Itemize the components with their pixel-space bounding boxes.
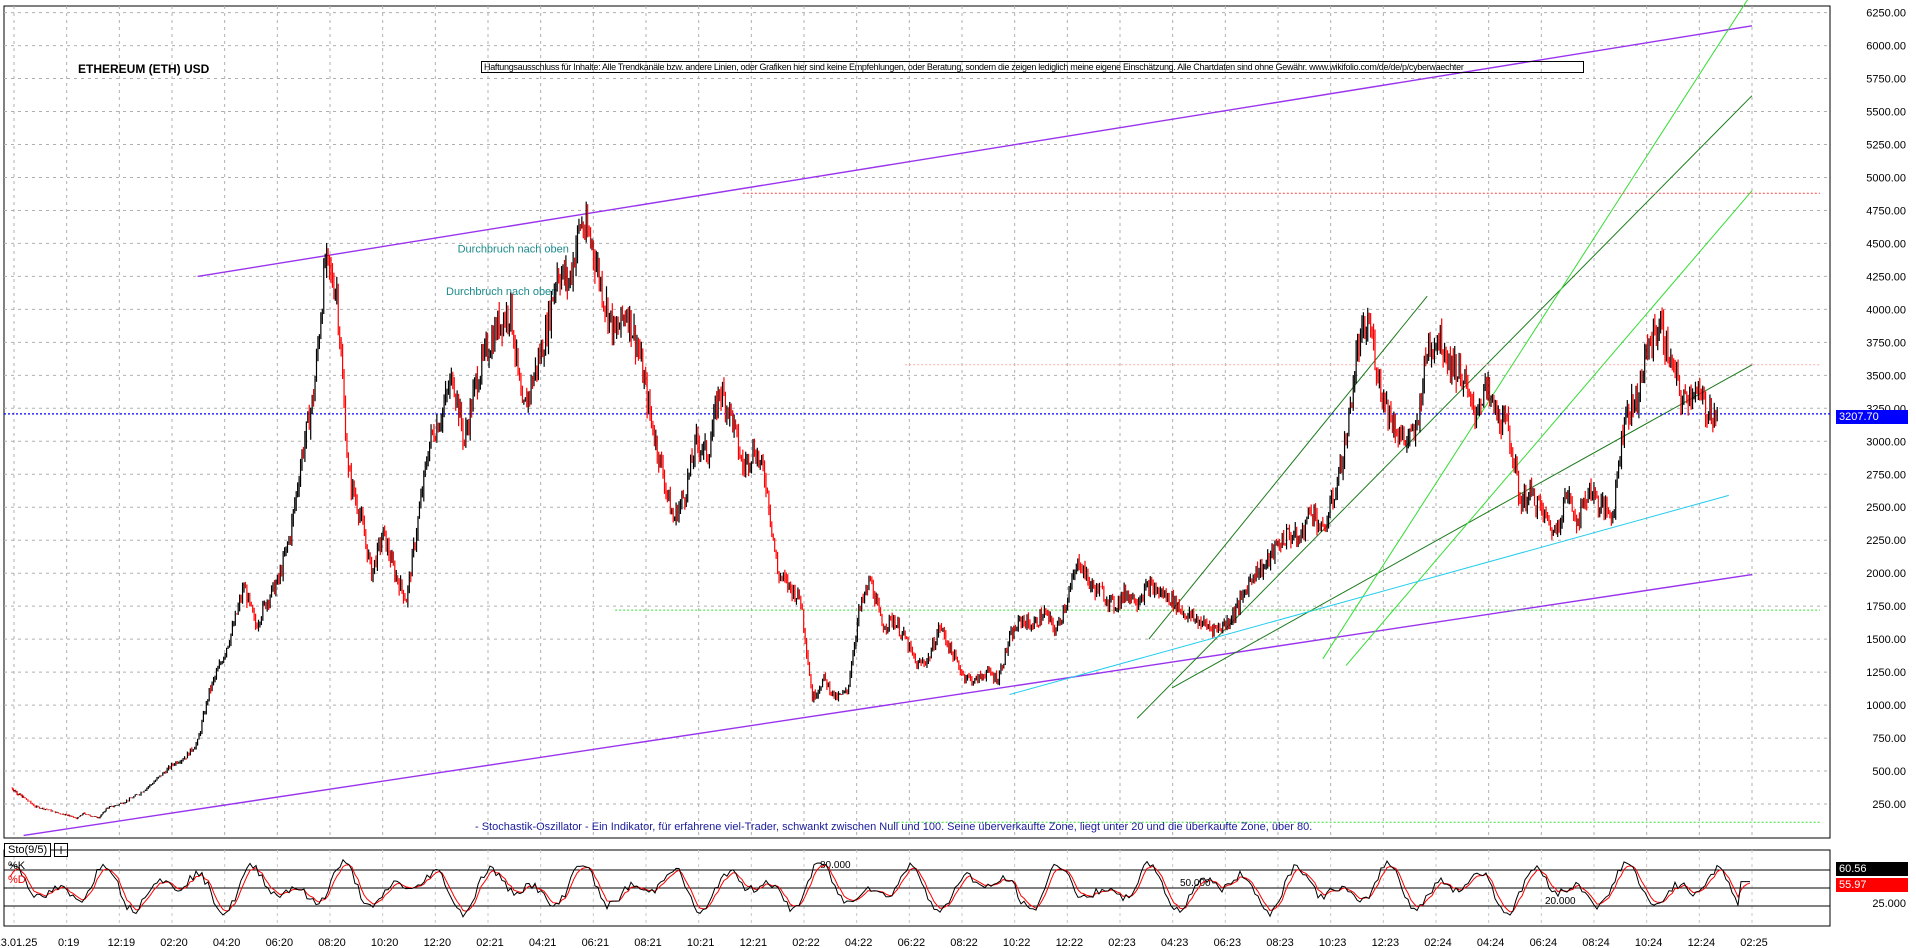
x-tick-label: 12:24 [1688, 937, 1716, 948]
trend-line-fan [1322, 0, 1748, 660]
x-tick-label: 0:19 [58, 937, 79, 948]
chart-title: ETHEREUM (ETH) USD [78, 62, 210, 76]
y-tick-label: 4500.00 [1866, 238, 1906, 250]
y-tick-label: 4750.00 [1866, 205, 1906, 217]
price-series [11, 201, 1718, 820]
x-tick-label: 10:21 [687, 937, 715, 948]
y-tick-label: 5250.00 [1866, 140, 1906, 152]
trend-line-channel [197, 25, 1753, 278]
y-tick-label: 250.00 [1872, 799, 1906, 811]
osc-k-line [9, 858, 1750, 918]
y-tick-label: 2250.00 [1866, 535, 1906, 547]
x-tick-label: 06:23 [1214, 937, 1242, 948]
disclaimer-box: Haftungsausschluss für Inhalte: Alle Tre… [481, 61, 1584, 73]
x-tick-label: 06:24 [1530, 937, 1558, 948]
oscillator-note: - Stochastik-Oszillator - Ein Indikator,… [475, 821, 1313, 833]
chart-axes: 250.00 500.00 750.00 1000.00 1250.00 1500.00 1… [0, 8, 1906, 948]
y-tick-label: 1500.00 [1866, 634, 1906, 646]
y-tick-label: 5750.00 [1866, 74, 1906, 86]
x-tick-label: 04:23 [1161, 937, 1189, 948]
y-tick-label: 4000.00 [1866, 304, 1906, 316]
x-tick-label: 08:21 [634, 937, 662, 948]
x-tick-label: 02:23 [1108, 937, 1136, 948]
x-tick-label: 10:24 [1635, 937, 1663, 948]
x-tick-label: 06:22 [898, 937, 926, 948]
trend-lines: Durchbruch nach oben Durchbruch nach oben [4, 0, 1830, 837]
x-tick-label: 12:21 [740, 937, 768, 948]
x-tick-label: 04:22 [845, 937, 873, 948]
last-price-tag: 3207.70 [1836, 410, 1908, 424]
y-tick-label: 750.00 [1872, 733, 1906, 745]
k-last-tag: 60.56 [1836, 862, 1908, 876]
y-tick-label: 1000.00 [1866, 700, 1906, 712]
chart-grid [3, 5, 1831, 927]
x-tick-label: 06:20 [266, 937, 294, 948]
annotation-label: Durchbruch nach oben [446, 286, 557, 298]
y-tick-label: 6250.00 [1866, 8, 1906, 20]
y-tick-label: 4250.00 [1866, 271, 1906, 283]
trend-line-trend [1148, 295, 1428, 640]
y-tick-label: 2000.00 [1866, 568, 1906, 580]
y-tick-label: 2750.00 [1866, 469, 1906, 481]
osc-y-tick: 25.000 [1872, 898, 1906, 910]
y-tick-label: 5500.00 [1866, 107, 1906, 119]
osc-level-label: 50.000 [1180, 878, 1211, 889]
add-indicator-icon[interactable]: + [54, 843, 68, 857]
y-tick-label: 5000.00 [1866, 172, 1906, 184]
y-tick-label: 1750.00 [1866, 601, 1906, 613]
trend-line-fan [1345, 190, 1753, 666]
x-tick-label: 04:21 [529, 937, 557, 948]
y-tick-label: 3000.00 [1866, 436, 1906, 448]
x-tick-label: 08:24 [1582, 937, 1610, 948]
x-tick-label: 08:23 [1266, 937, 1294, 948]
trend-line-trend [1171, 364, 1753, 689]
trend-line-channel [23, 573, 1753, 837]
x-tick-label: 02:25 [1740, 937, 1768, 948]
x-tick-label: 02:24 [1424, 937, 1452, 948]
x-tick-label: 02:21 [476, 937, 504, 948]
annotation-label: Durchbruch nach oben [458, 244, 569, 256]
osc-level-label: 20.000 [1545, 896, 1576, 907]
x-tick-label: 12:22 [1056, 937, 1084, 948]
y-tick-label: 3750.00 [1866, 337, 1906, 349]
y-tick-label: 6000.00 [1866, 41, 1906, 53]
indicator-label[interactable]: Sto(9/5) [4, 843, 52, 857]
x-tick-label: 02:22 [792, 937, 820, 948]
y-tick-label: 1250.00 [1866, 667, 1906, 679]
y-tick-label: 2500.00 [1866, 502, 1906, 514]
d-last-tag: 55.97 [1836, 878, 1908, 892]
x-tick-label: 04:24 [1477, 937, 1505, 948]
x-tick-label: 08:20 [318, 937, 346, 948]
x-tick-label: 10:23 [1319, 937, 1347, 948]
x-tick-label: 10:22 [1003, 937, 1031, 948]
d-label: %D [8, 874, 26, 886]
k-label: %K [8, 860, 26, 872]
x-tick-label: 10:20 [371, 937, 399, 948]
x-tick-label: 12:23 [1372, 937, 1400, 948]
trend-line-aux [1009, 494, 1729, 696]
main-frame [3, 5, 1831, 839]
x-tick-label: 12:20 [424, 937, 452, 948]
x-tick-label: 12:19 [108, 937, 136, 948]
x-tick-label: 02:20 [160, 937, 188, 948]
x-tick-label: 23.01.25 [0, 937, 37, 948]
x-tick-label: 04:20 [213, 937, 241, 948]
y-tick-label: 500.00 [1872, 766, 1906, 778]
osc-level-label: 80.000 [820, 860, 851, 871]
x-tick-label: 06:21 [582, 937, 610, 948]
stochastic-panel: 80.000 50.000 20.000 25.000 [4, 858, 1906, 918]
y-tick-label: 3500.00 [1866, 370, 1906, 382]
x-tick-label: 08:22 [950, 937, 978, 948]
